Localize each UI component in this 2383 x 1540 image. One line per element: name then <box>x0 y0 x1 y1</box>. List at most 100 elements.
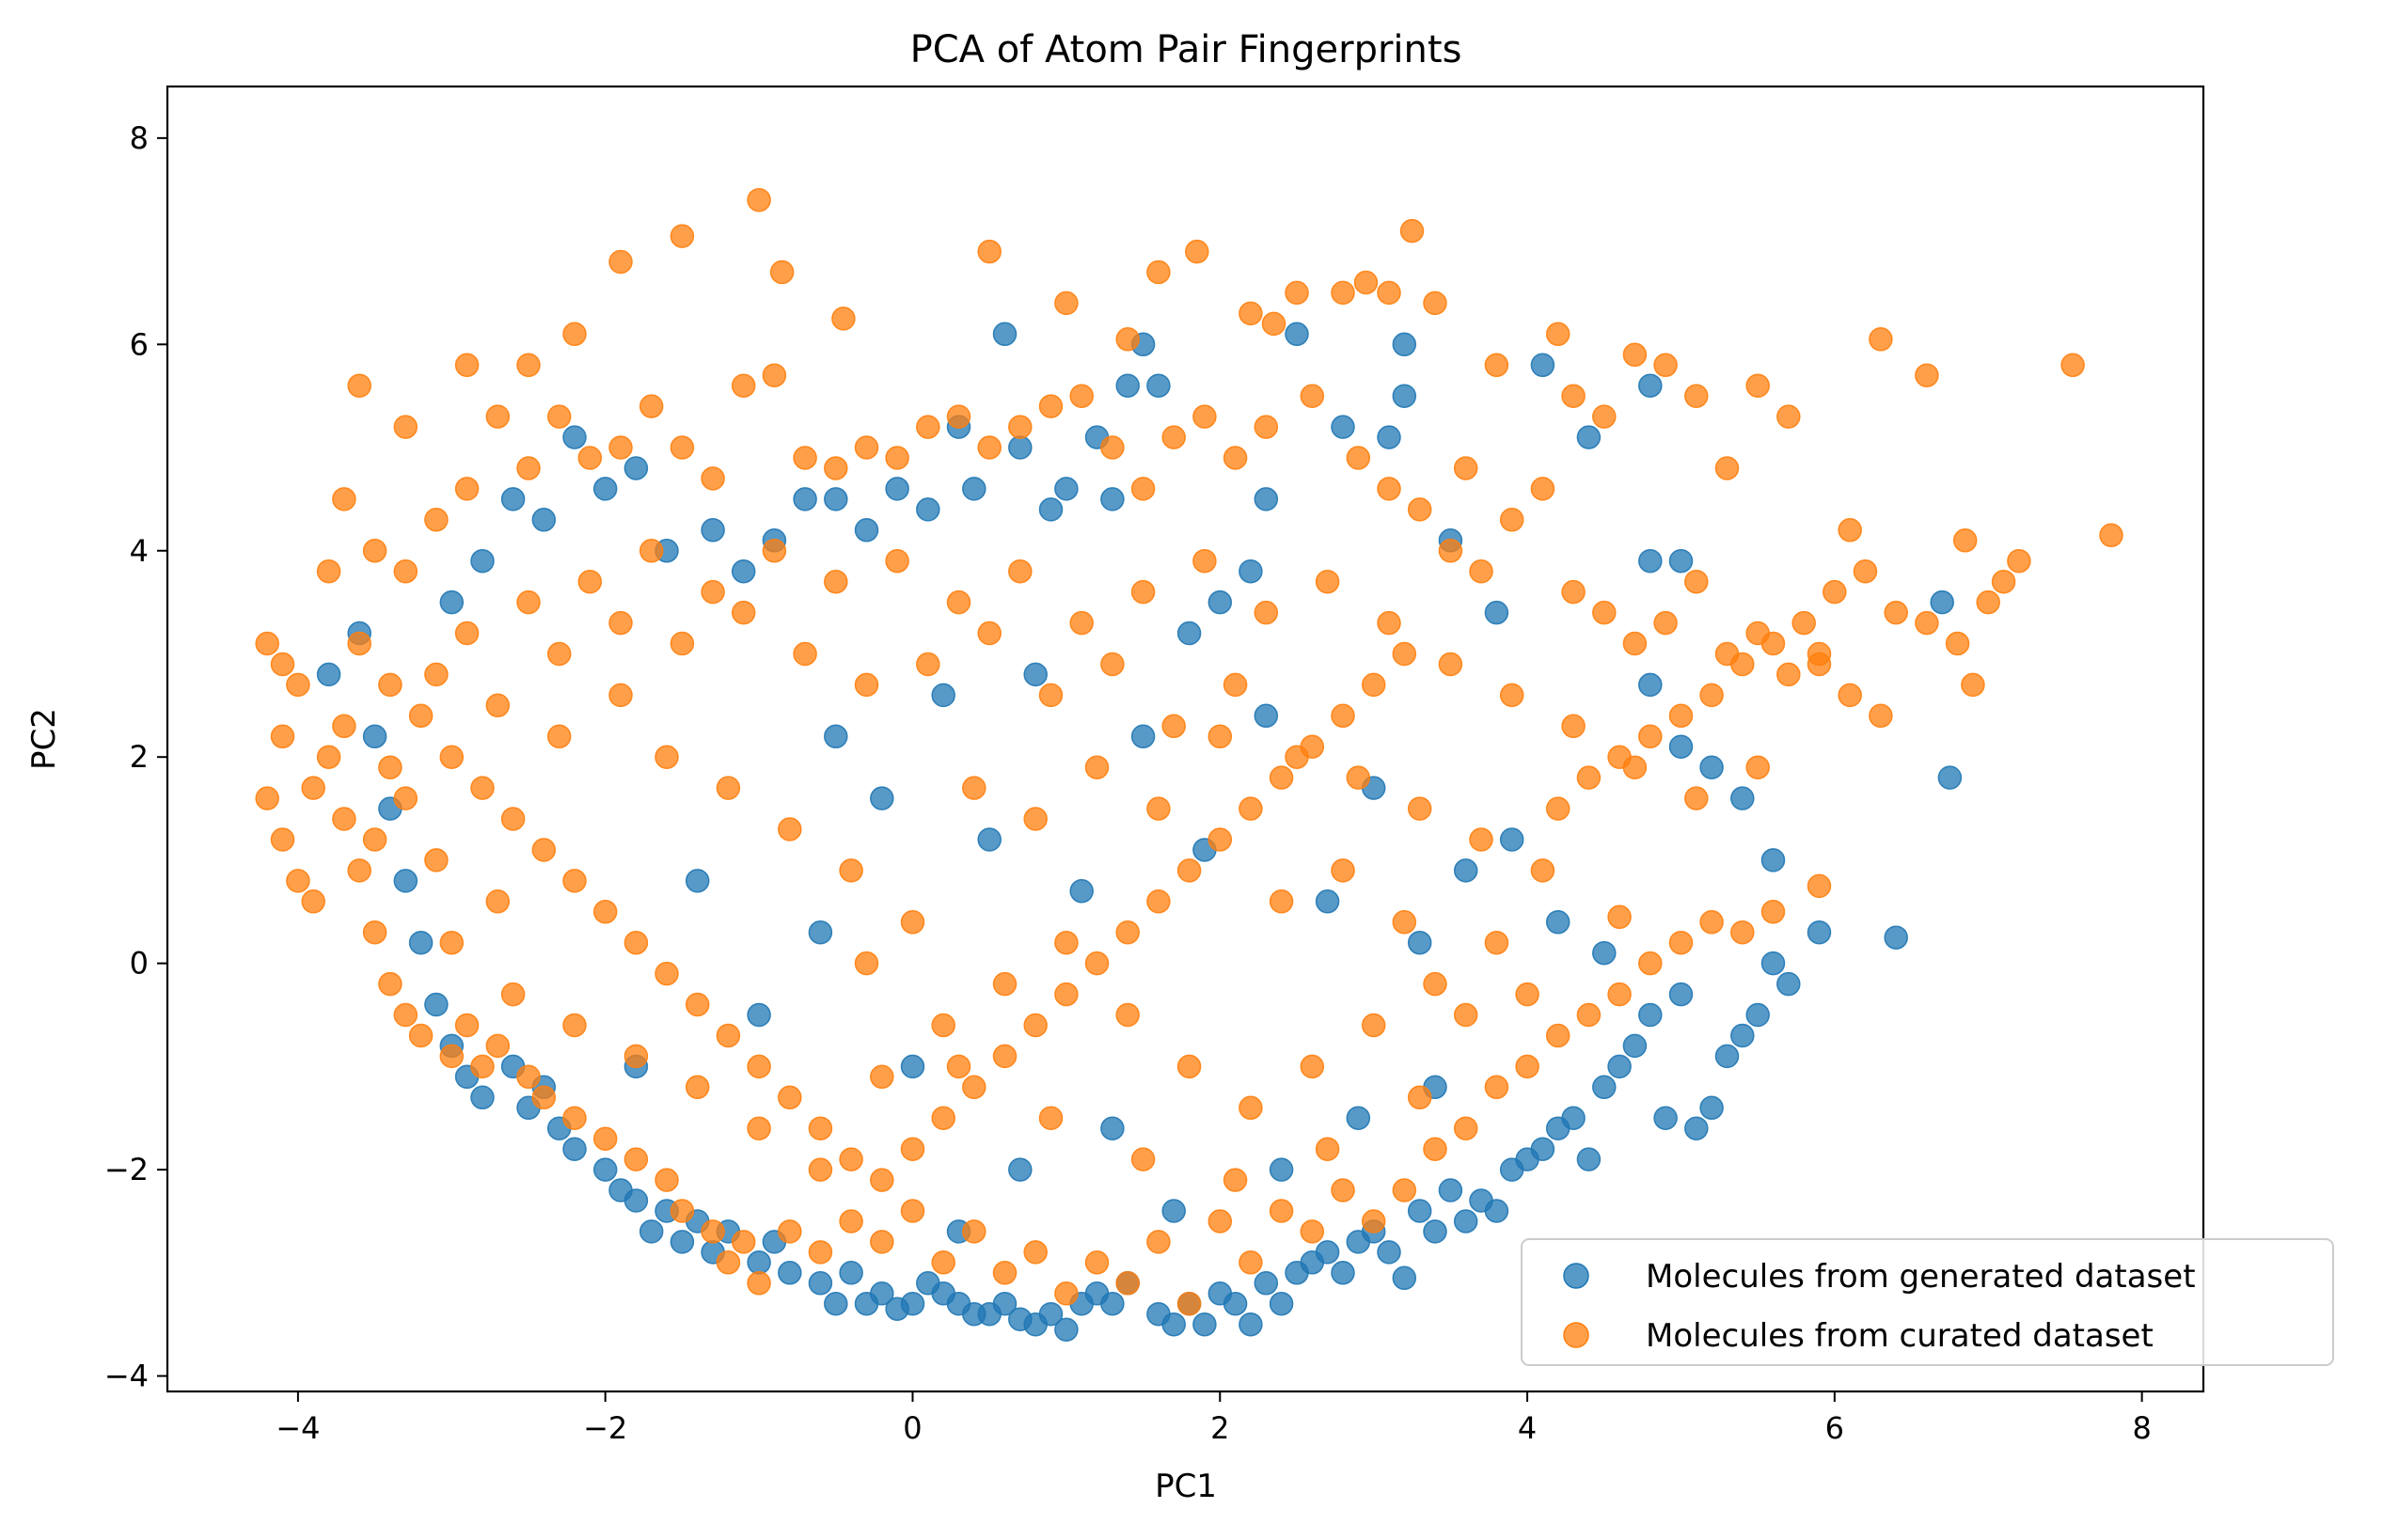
data-point <box>1760 848 1786 872</box>
data-point <box>1592 1075 1617 1100</box>
data-point <box>1300 1054 1325 1079</box>
data-point <box>1331 858 1355 883</box>
data-point <box>946 1054 971 1079</box>
data-point <box>316 558 341 584</box>
data-point <box>1008 415 1033 439</box>
data-point <box>332 487 356 511</box>
data-point <box>1377 425 1401 449</box>
data-point <box>623 1147 649 1171</box>
data-point <box>1115 1002 1140 1028</box>
data-point <box>1331 280 1355 306</box>
data-point <box>393 786 418 810</box>
data-point <box>301 889 325 914</box>
data-point <box>362 919 387 945</box>
data-point <box>1638 951 1663 976</box>
data-point <box>1023 662 1048 687</box>
data-point <box>731 558 756 584</box>
data-point <box>916 497 940 522</box>
data-point <box>778 1261 802 1285</box>
data-point <box>546 404 572 429</box>
y-axis-label: PC2 <box>25 708 63 770</box>
data-point <box>1684 786 1709 810</box>
series-1 <box>255 187 2123 1316</box>
data-point <box>854 672 879 698</box>
data-point <box>1530 477 1555 501</box>
data-point <box>1699 910 1724 935</box>
data-point <box>701 1219 725 1244</box>
data-point <box>962 477 986 501</box>
data-point <box>1823 579 1847 605</box>
data-point <box>1176 621 1202 646</box>
data-point <box>1668 703 1694 729</box>
data-point <box>408 1023 434 1048</box>
data-point <box>1239 1095 1263 1121</box>
data-point <box>562 1013 587 1038</box>
data-point <box>1653 353 1678 378</box>
data-point <box>1760 951 1786 976</box>
data-point <box>701 518 725 542</box>
data-point <box>562 1137 587 1161</box>
data-point <box>962 1075 986 1100</box>
data-point <box>1915 363 1939 387</box>
data-point <box>808 1116 833 1140</box>
data-point <box>870 786 894 810</box>
data-point <box>1038 1106 1064 1130</box>
data-point <box>2060 353 2085 378</box>
plot-area <box>255 187 2123 1342</box>
data-point <box>747 1250 771 1275</box>
data-point <box>439 1044 465 1069</box>
data-point <box>701 466 725 491</box>
data-point <box>1315 569 1340 594</box>
data-point <box>270 827 295 852</box>
data-point <box>1254 487 1279 511</box>
legend: Molecules from generated dataset Molecul… <box>1521 1238 2334 1366</box>
data-point <box>1377 1240 1401 1265</box>
data-point <box>639 1219 664 1244</box>
data-point <box>762 363 787 387</box>
data-point <box>1315 1137 1340 1161</box>
data-point <box>516 353 541 378</box>
data-point <box>1484 930 1509 955</box>
data-point <box>1976 589 2000 615</box>
data-point <box>470 1085 495 1110</box>
data-point <box>1684 569 1709 594</box>
data-point <box>1438 652 1463 677</box>
data-point <box>362 539 387 563</box>
data-point <box>900 1291 925 1316</box>
data-point <box>1146 889 1171 914</box>
data-point <box>1423 291 1447 316</box>
data-point <box>685 1075 710 1100</box>
chart-title: PCA of Atom Pair Fingerprints <box>910 28 1462 71</box>
data-point <box>408 703 434 729</box>
data-point <box>1714 641 1740 667</box>
data-point <box>824 1291 848 1316</box>
data-point <box>1054 1281 1079 1306</box>
data-point <box>931 1106 955 1130</box>
data-point <box>1353 270 1379 295</box>
data-point <box>1192 404 1217 429</box>
data-point <box>1192 548 1217 574</box>
data-point <box>962 776 986 800</box>
data-point <box>1008 435 1033 460</box>
data-point <box>1884 925 1908 950</box>
y-tick-label: −2 <box>104 1152 149 1187</box>
data-point <box>1239 301 1263 326</box>
data-point <box>992 322 1018 347</box>
data-point <box>1561 714 1586 739</box>
data-point <box>1269 765 1294 790</box>
data-point <box>531 1085 557 1110</box>
data-point <box>1130 477 1156 501</box>
data-point <box>531 838 557 862</box>
data-point <box>1638 373 1663 398</box>
data-point <box>670 435 695 460</box>
data-point <box>1869 327 1893 352</box>
data-point <box>1484 600 1509 625</box>
data-point <box>439 930 465 955</box>
data-point <box>1961 672 1985 698</box>
data-point <box>1130 724 1156 749</box>
data-point <box>778 1085 802 1110</box>
data-point <box>670 1199 695 1223</box>
data-point <box>670 1230 695 1254</box>
data-point <box>1714 1044 1740 1069</box>
data-point <box>485 889 511 914</box>
